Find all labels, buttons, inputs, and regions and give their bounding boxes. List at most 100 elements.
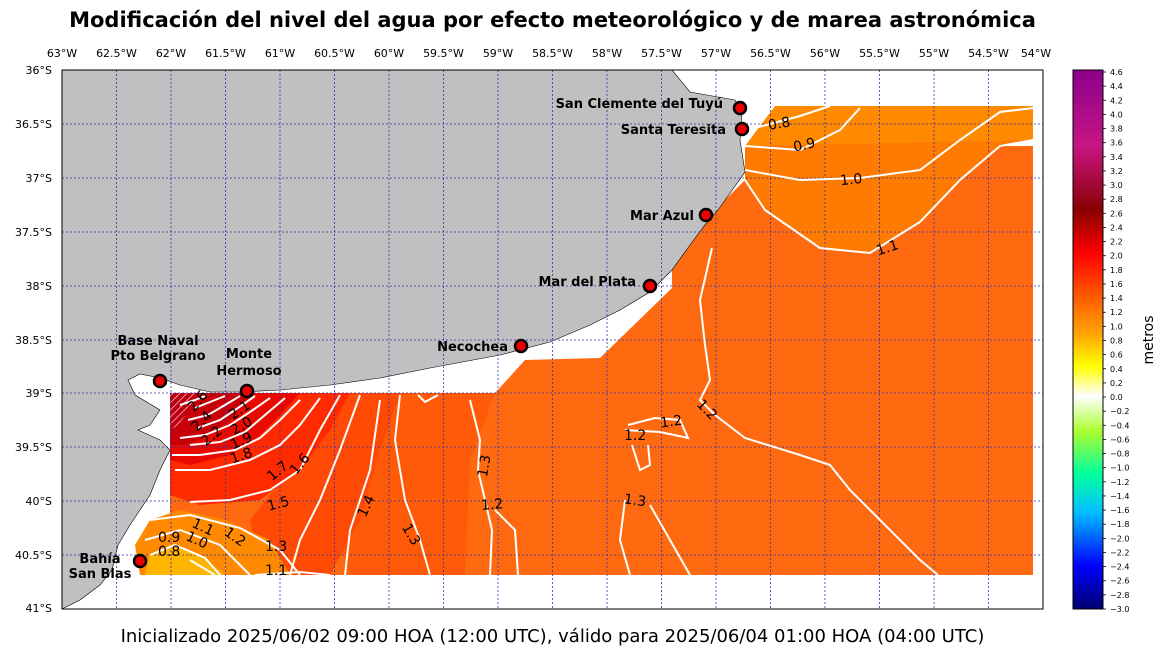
colorbar-tick-label: 2.0 [1110, 252, 1123, 261]
colorbar-tick-label: −1.0 [1110, 464, 1129, 473]
colorbar-tick-label: −2.6 [1110, 577, 1129, 586]
lon-tick: 61°W [265, 47, 295, 60]
station-marker-monte-hermoso[interactable] [239, 383, 255, 399]
contour-label: 1.1 [265, 563, 287, 579]
colorbar-label: metros [1141, 315, 1157, 364]
colorbar-tick-label: 4.0 [1110, 110, 1123, 119]
contour-label: 0.9 [792, 135, 817, 155]
station-marker-bahia-san-blas[interactable] [132, 553, 148, 569]
colorbar-tick-label: −0.4 [1110, 421, 1129, 430]
colorbar-tick-label: 3.0 [1110, 181, 1123, 190]
contour-label: 1.3 [265, 539, 287, 555]
colorbar-tick-label: 3.4 [1110, 153, 1123, 162]
contour-lines [144, 105, 1034, 576]
lon-tick: 55.5°W [859, 47, 900, 60]
colorbar-tick-label: −0.6 [1110, 435, 1129, 444]
lon-tick: 59°W [483, 47, 513, 60]
station-label-monte-2: Hermoso [216, 364, 281, 379]
lat-tick: 37°S [26, 172, 52, 185]
contour-label: 0.8 [767, 114, 792, 134]
station-label-san-clemente: San Clemente del Tuyú [556, 97, 723, 112]
contour-label: 0.9 [158, 530, 180, 546]
colorbar-tick-label: 1.4 [1110, 294, 1123, 303]
colorbar-tick-label: 1.0 [1110, 322, 1123, 331]
colorbar-tick-label: −2.4 [1110, 563, 1129, 572]
lat-tick: 40°S [26, 495, 52, 508]
station-label-mar-azul: Mar Azul [630, 209, 694, 224]
contour-label: 1.2 [659, 413, 683, 432]
lon-tick: 56.5°W [750, 47, 791, 60]
colorbar-tick-label: 0.6 [1110, 351, 1123, 360]
colorbar-tick-label: −1.6 [1110, 506, 1129, 515]
colorbar-tick-label: −0.8 [1110, 450, 1129, 459]
lat-tick: 36°S [26, 64, 52, 77]
lat-tick: 37.5°S [15, 226, 52, 239]
colorbar-tick-label: 3.8 [1110, 125, 1123, 134]
contour-label: 1.8 [228, 445, 254, 468]
lon-tick: 57°W [701, 47, 731, 60]
lat-tick: 39°S [26, 387, 52, 400]
colorbar-tick-label: 3.6 [1110, 139, 1123, 148]
footer-caption: Inicializado 2025/06/02 09:00 HOA (12:00… [120, 626, 985, 647]
colorbar-tick-label: 3.2 [1110, 167, 1123, 176]
station-marker-base-naval[interactable] [152, 373, 168, 389]
station-marker-mar-azul[interactable] [698, 207, 714, 223]
colorbar-tick-label: 1.6 [1110, 280, 1123, 289]
station-label-base-naval-1: Base Naval [117, 334, 198, 349]
colorbar-tick-label: 4.6 [1110, 68, 1123, 77]
lon-tick: 57.5°W [641, 47, 682, 60]
colorbar-tick-label: 0.4 [1110, 365, 1123, 374]
station-label-bahia-2: San Blas [69, 567, 132, 582]
lon-tick: 55°W [919, 47, 949, 60]
colorbar-tick-label: −1.2 [1110, 478, 1129, 487]
station-label-necochea: Necochea [437, 340, 508, 355]
station-label-mar-del-plata: Mar del Plata [539, 275, 637, 290]
colorbar [1072, 69, 1104, 610]
station-label-base-naval-2: Pto Belgrano [110, 349, 205, 364]
station-label-monte-1: Monte [226, 347, 272, 362]
lat-tick: 40.5°S [15, 549, 52, 562]
station-markers [132, 100, 750, 569]
lon-tick: 61.5°W [205, 47, 246, 60]
land-mass [62, 70, 746, 609]
page-title: Modificación del nivel del agua por efec… [69, 8, 1036, 32]
colorbar-tick-label: 2.8 [1110, 195, 1123, 204]
colorbar-tick-label: 4.4 [1110, 82, 1123, 91]
station-label-bahia-1: Bahía [79, 552, 120, 567]
colorbar-tick-label: 2.2 [1110, 238, 1123, 247]
contour-label: 1.1 [874, 237, 900, 259]
lon-tick: 54.5°W [968, 47, 1009, 60]
field-1.4 [250, 393, 400, 575]
contour-label: 1.3 [623, 491, 647, 510]
contour-label: 1.2 [480, 496, 504, 514]
lat-tick: 36.5°S [15, 118, 52, 131]
colorbar-tick-label: 0.2 [1110, 379, 1123, 388]
station-marker-san-clemente[interactable] [732, 100, 748, 116]
lon-tick-labels: 63°W 62.5°W 62°W 61.5°W 61°W 60.5°W 60°W… [47, 47, 1051, 60]
plot-frame [61, 69, 1044, 610]
colorbar-tick-label: 2.6 [1110, 209, 1123, 218]
field-2.4 [170, 393, 255, 445]
lon-tick: 62.5°W [96, 47, 137, 60]
contour-label: 0.8 [158, 544, 180, 560]
lon-tick: 54°W [1021, 47, 1051, 60]
colorbar-tick-label: −2.8 [1110, 591, 1129, 600]
colorbar-tick-label: 1.2 [1110, 308, 1123, 317]
station-labels: San Clemente del Tuyú Santa Teresita Mar… [69, 97, 726, 582]
station-marker-mar-del-plata[interactable] [642, 278, 658, 294]
lat-tick: 41°S [26, 602, 52, 615]
colorbar-tick-label: −0.2 [1110, 407, 1129, 416]
colorbar-tick-label: 2.4 [1110, 223, 1123, 232]
colorbar-tick-label: 0.0 [1110, 393, 1123, 402]
colorbar-tick-label: 4.2 [1110, 96, 1123, 105]
station-marker-necochea[interactable] [513, 338, 529, 354]
contour-label: 1.2 [624, 428, 646, 444]
lon-tick: 59.5°W [423, 47, 464, 60]
colorbar-ticks: 4.6 4.4 4.2 4.0 3.8 3.6 3.4 3.2 3.0 2.8 2.6 2.4 2.2 2… [1103, 68, 1129, 614]
lon-tick: 58.5°W [532, 47, 573, 60]
lon-tick: 58°W [592, 47, 622, 60]
lat-tick: 38.5°S [15, 334, 52, 347]
station-marker-santa-teresita[interactable] [734, 121, 750, 137]
lon-tick: 56°W [810, 47, 840, 60]
